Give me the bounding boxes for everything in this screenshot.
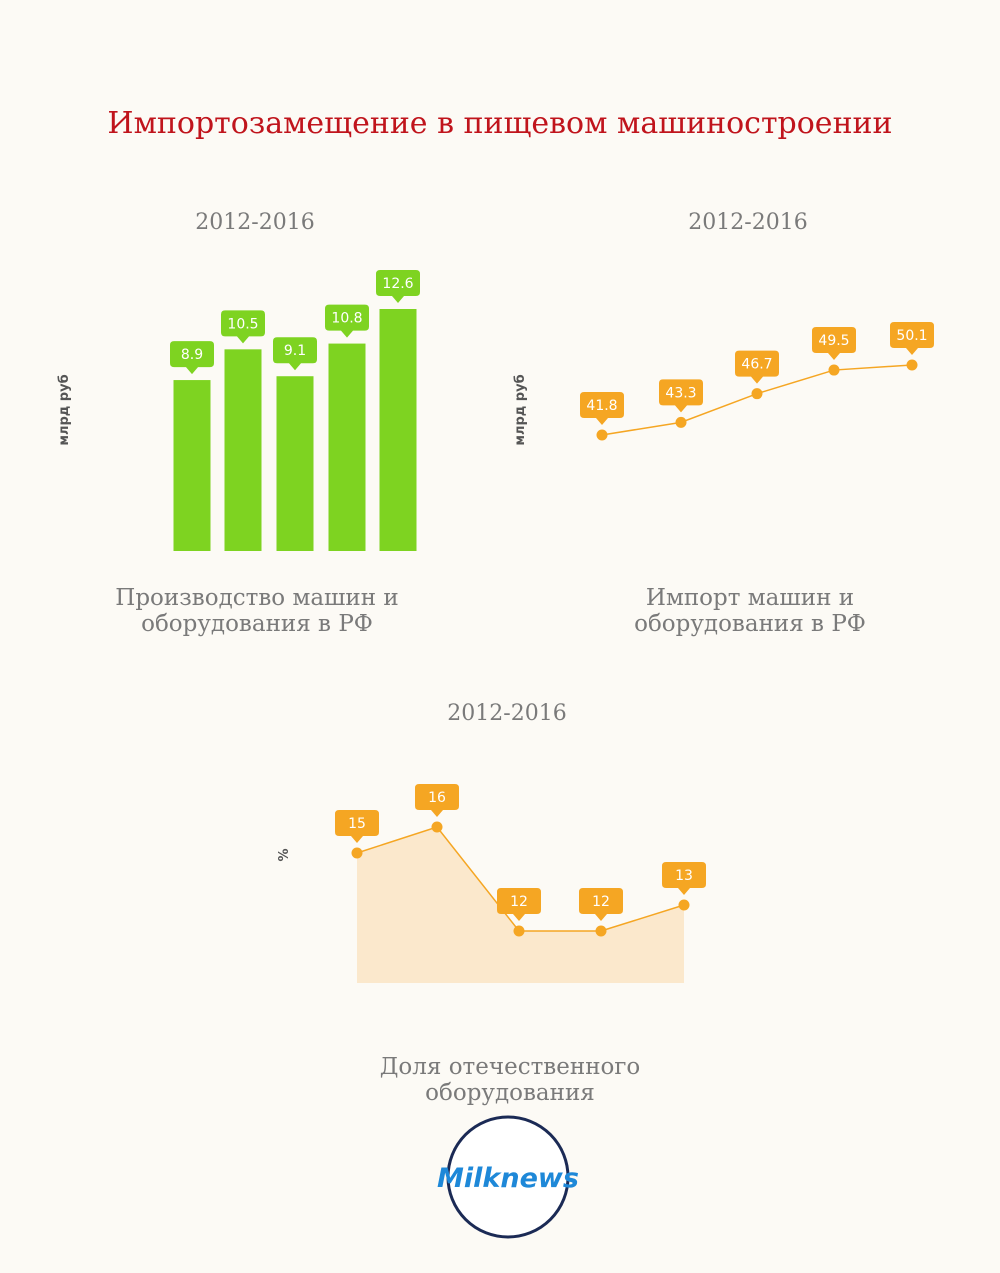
label-bubble: [376, 270, 420, 303]
label-bubble: [662, 862, 706, 895]
label-bubble: [221, 310, 265, 344]
value-label: 10.5: [227, 316, 258, 332]
value-label: 15: [348, 816, 366, 832]
point: [431, 821, 443, 833]
chart-caption: Импорт машин и оборудования в РФ: [634, 585, 866, 637]
label-bubble: [579, 888, 623, 921]
chart-caption: Доля отечественного оборудования: [379, 1054, 641, 1106]
value-label: 49.5: [818, 333, 849, 349]
value-label: 12: [510, 894, 528, 910]
label-bubble: [580, 392, 624, 425]
label-bubble: [735, 350, 779, 384]
label-bubble: [497, 888, 541, 921]
area: [357, 827, 684, 983]
label-bubble: [659, 379, 703, 413]
value-label: 13: [675, 868, 693, 884]
chart-caption: Производство машин и оборудования в РФ: [115, 585, 399, 637]
label-bubble: [890, 322, 934, 355]
value-label: 46.7: [741, 357, 772, 373]
bar: [173, 380, 211, 551]
bar: [379, 309, 417, 551]
value-label: 50.1: [896, 328, 927, 344]
bar: [328, 343, 366, 551]
point: [351, 847, 363, 859]
value-label: 12.6: [382, 276, 413, 292]
label-bubble: [415, 784, 459, 817]
value-label: 41.8: [586, 398, 617, 414]
page-title: Импортозамещение в пищевом машиностроени…: [107, 106, 893, 141]
y-axis-label: млрд руб: [513, 374, 528, 445]
label-bubble: [273, 337, 317, 371]
point: [595, 925, 607, 937]
label-bubble: [170, 341, 214, 375]
label-bubble: [812, 327, 856, 361]
point: [513, 925, 525, 937]
y-axis-label: млрд руб: [57, 374, 72, 445]
bar: [224, 349, 262, 551]
value-label: 43.3: [665, 385, 696, 401]
point: [675, 416, 687, 428]
value-label: 9.1: [284, 343, 306, 359]
logo-circle: [446, 1115, 570, 1239]
bar: [276, 376, 314, 551]
label-bubble: [335, 810, 379, 843]
value-label: 8.9: [181, 347, 203, 363]
point: [828, 364, 840, 376]
point: [596, 429, 608, 441]
value-label: 12: [592, 894, 610, 910]
value-label: 10.8: [331, 311, 362, 327]
chart-subtitle: 2012-2016: [195, 210, 315, 235]
chart-subtitle: 2012-2016: [688, 210, 808, 235]
point: [751, 388, 763, 400]
point: [678, 899, 690, 911]
value-label: 16: [428, 790, 446, 806]
label-bubble: [325, 304, 369, 338]
point: [906, 359, 918, 371]
y-axis-label: %: [277, 848, 292, 861]
chart-subtitle: 2012-2016: [447, 701, 567, 726]
logo: Milknews: [437, 1163, 579, 1194]
